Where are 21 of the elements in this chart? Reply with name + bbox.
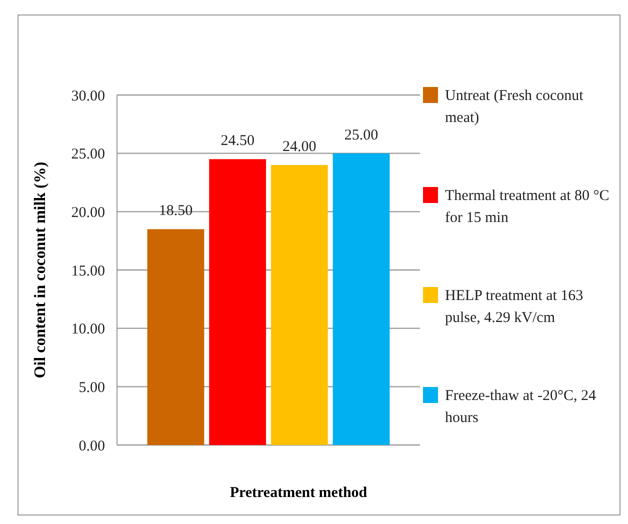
bar xyxy=(209,159,266,445)
bar xyxy=(147,229,204,445)
legend-label: Thermal treatment at 80 °C for 15 min xyxy=(445,188,610,226)
y-tick-label: 25.00 xyxy=(71,146,105,163)
bar xyxy=(270,165,328,445)
x-axis-title: Pretreatment method xyxy=(230,485,368,501)
bar xyxy=(332,153,390,445)
data-label: 25.00 xyxy=(344,127,378,144)
y-tick-label: 30.00 xyxy=(71,88,105,104)
y-tick-label: 15.00 xyxy=(71,263,105,280)
data-label: 24.50 xyxy=(220,133,254,150)
y-tick-label: 0.00 xyxy=(78,438,105,454)
y-axis-title: Oil content in coconut milk (%) xyxy=(32,162,49,378)
legend-label: Untreat (Fresh coconut meat) xyxy=(445,88,584,126)
data-label: 18.50 xyxy=(158,203,193,220)
legend-label: Freeze-thaw at -20°C, 24 hours xyxy=(445,388,596,426)
y-tick-label: 5.00 xyxy=(78,380,105,396)
y-tick-label: 20.00 xyxy=(71,204,105,221)
y-tick-label: 10.00 xyxy=(71,322,105,338)
legend-label: HELP treatment at 163 pulse, 4.29 kV/cm xyxy=(445,288,584,326)
data-label: 24.00 xyxy=(282,139,316,155)
